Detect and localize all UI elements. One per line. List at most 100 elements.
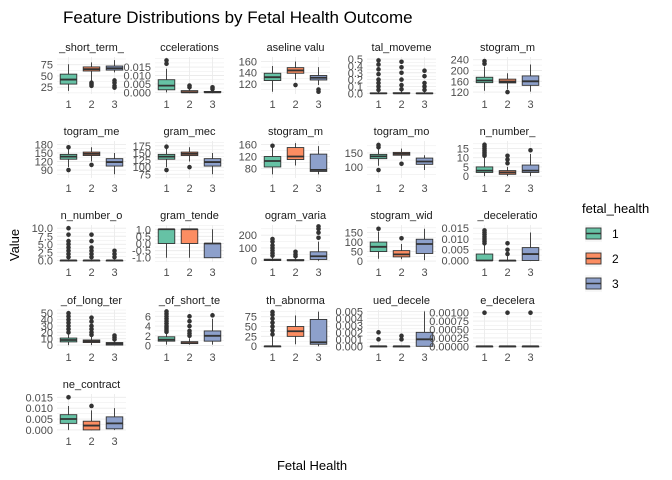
outlier-point	[399, 333, 404, 339]
y-tick-label: 2	[145, 331, 151, 343]
outlier-point	[66, 251, 71, 257]
y-tick-label: 0.005	[441, 245, 469, 257]
box-group-1	[263, 65, 282, 92]
y-tick-label: 0.015	[25, 392, 53, 404]
box-group-1	[59, 144, 78, 173]
y-tick-label: 200	[451, 66, 469, 78]
y-tick-label: 0	[47, 340, 53, 352]
outlier-point	[376, 58, 381, 63]
outlier-point	[112, 254, 117, 260]
outlier-point	[270, 236, 275, 242]
x-tick-label: 2	[88, 267, 94, 279]
box-group-1	[157, 144, 176, 173]
box	[475, 166, 494, 173]
x-tick-label: 3	[315, 99, 321, 111]
box	[203, 243, 222, 259]
x-tick-label: 2	[186, 99, 192, 111]
x-tick-label: 1	[481, 99, 487, 111]
y-tick-label: 0.015	[441, 223, 469, 235]
y-tick-label: 4	[145, 321, 151, 333]
outlier-point	[187, 328, 192, 334]
y-tick-label: 0.3	[348, 68, 363, 80]
facet-strip-label: ogram_varia	[265, 210, 327, 222]
box-group-1	[59, 64, 78, 91]
x-tick-label: 3	[209, 267, 215, 279]
box-group-3	[203, 313, 222, 345]
x-tick-label: 1	[65, 183, 71, 195]
box-group-2	[392, 235, 411, 260]
outlier-point	[66, 238, 71, 244]
outlier-point	[505, 160, 510, 166]
outlier-point	[66, 232, 71, 237]
facet-strip-label: togram_mo	[374, 126, 430, 138]
y-tick-label: 0	[251, 256, 257, 268]
y-tick-label: 150	[345, 148, 363, 160]
x-tick-label: 2	[186, 183, 192, 195]
y-tick-label: 200	[239, 230, 257, 242]
x-tick-label: 2	[398, 352, 404, 364]
outlier-point	[270, 320, 275, 325]
outlier-point	[187, 318, 192, 324]
x-tick-label: 1	[65, 267, 71, 279]
outlier-point	[399, 235, 404, 241]
box-group-2	[180, 228, 199, 258]
outlier-point	[89, 248, 94, 254]
y-tick-label: 0.005	[335, 306, 363, 318]
box-group-3	[203, 84, 222, 94]
outlier-point	[399, 70, 404, 76]
y-tick-label: 1.0	[136, 224, 151, 236]
box	[157, 228, 176, 244]
box-group-3	[203, 229, 222, 259]
outlier-point	[89, 251, 94, 257]
y-tick-label: 50	[245, 322, 257, 334]
y-tick-label: 50	[351, 247, 363, 259]
facet-strip-label: n_number_o	[61, 210, 123, 222]
outlier-point	[66, 314, 71, 319]
outlier-point	[376, 62, 381, 67]
facet-strip-label: e_decelera	[480, 295, 535, 307]
outlier-point	[399, 59, 404, 65]
outlier-point	[528, 147, 533, 153]
y-tick-label: 10	[41, 334, 53, 346]
outlier-point	[89, 162, 94, 168]
outlier-point	[89, 245, 94, 250]
x-tick-label: 2	[504, 99, 510, 111]
y-tick-label: 5.0	[38, 239, 53, 251]
x-tick-label: 2	[292, 99, 298, 111]
y-tick-label: 5	[463, 162, 469, 174]
outlier-point	[316, 235, 321, 241]
outlier-point	[293, 82, 298, 88]
outlier-point	[164, 144, 169, 149]
x-tick-label: 1	[481, 267, 487, 279]
outlier-point	[112, 333, 117, 338]
y-tick-label: 0.4	[348, 61, 363, 73]
x-tick-label: 2	[398, 99, 404, 111]
outlier-point	[376, 67, 381, 72]
y-tick-label: 0.005	[25, 414, 53, 426]
x-tick-label: 1	[269, 99, 275, 111]
y-tick-label: 160	[451, 76, 469, 88]
y-tick-label: 160	[239, 140, 257, 152]
outlier-point	[505, 251, 510, 257]
outlier-point	[89, 319, 94, 324]
x-tick-label: 1	[163, 267, 169, 279]
legend-title: fetal_health	[582, 201, 649, 216]
y-tick-label: 0.5	[136, 231, 151, 243]
y-tick-label: 0.0	[348, 88, 363, 100]
x-tick-label: 1	[269, 352, 275, 364]
x-tick-label: 3	[315, 352, 321, 364]
facet-strip-label: stogram_m	[268, 126, 323, 138]
outlier-point	[66, 317, 71, 322]
legend-entry: 3	[585, 275, 619, 292]
y-tick-label: 100	[345, 237, 363, 249]
outlier-point	[376, 142, 381, 148]
x-tick-label: 3	[421, 352, 427, 364]
outlier-point	[66, 323, 71, 329]
outlier-point	[505, 240, 510, 246]
outlier-point	[89, 323, 94, 329]
